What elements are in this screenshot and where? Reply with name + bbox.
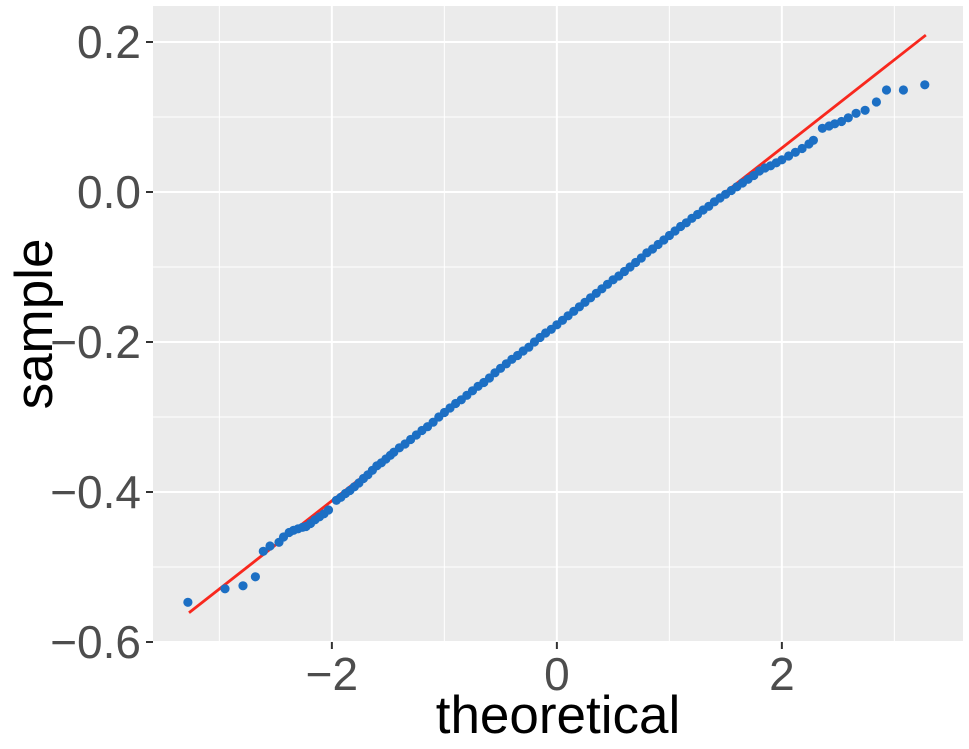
x-axis-tick-label: 2 xyxy=(769,648,795,700)
data-point xyxy=(860,105,870,115)
x-axis-tick-label: 0 xyxy=(544,648,570,700)
x-axis-tick-label: −2 xyxy=(306,648,358,700)
data-point xyxy=(777,155,787,165)
data-point xyxy=(238,581,248,591)
data-point xyxy=(784,151,794,161)
data-point xyxy=(265,541,275,551)
data-point xyxy=(836,116,847,127)
y-axis-tick-label: 0.2 xyxy=(77,16,141,68)
data-point xyxy=(790,147,801,157)
data-point xyxy=(843,113,853,123)
data-point xyxy=(220,584,230,594)
y-axis-tick-label: −0.4 xyxy=(50,466,141,518)
x-axis-title: theoretical xyxy=(436,686,681,745)
y-axis-tick-label: 0.0 xyxy=(77,166,141,218)
data-point xyxy=(250,572,260,582)
y-axis-title: sample xyxy=(5,239,64,410)
data-point xyxy=(797,143,807,154)
data-point xyxy=(898,85,909,95)
data-point xyxy=(183,597,193,607)
y-axis-tick-label: −0.6 xyxy=(50,616,141,668)
data-point xyxy=(871,97,882,107)
data-point xyxy=(851,108,861,118)
data-point xyxy=(323,505,334,515)
data-point xyxy=(258,546,268,556)
data-point xyxy=(920,80,930,90)
data-point xyxy=(881,85,892,95)
data-point xyxy=(808,135,819,145)
y-axis-tick-label: −0.2 xyxy=(50,316,141,368)
